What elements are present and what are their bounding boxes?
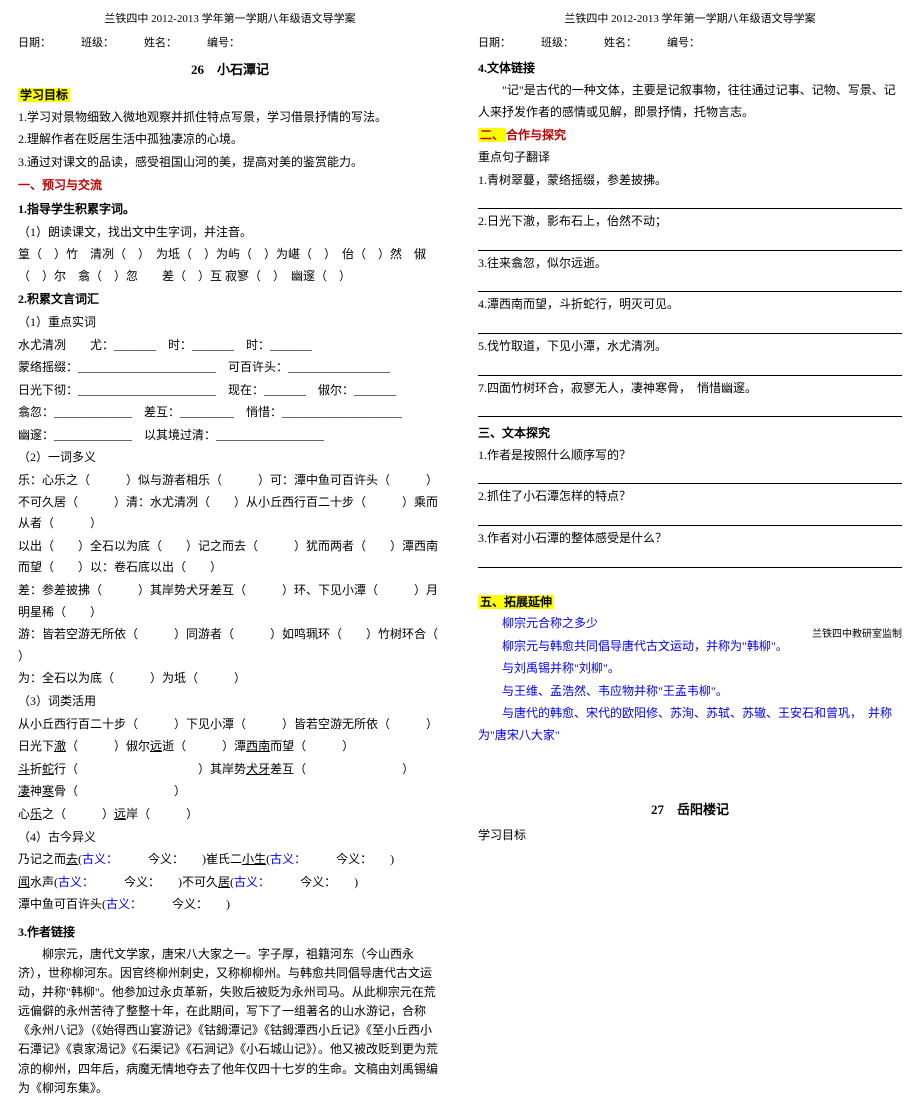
huoyong-1: 日光下澈（ ）俶尔远逝（ ）潭西南而望（ ）: [18, 736, 442, 758]
h1b: 篁（ ）竹 清冽（ ） 为坻（ ）为屿（ ）为嵁（ ） 佁（ ）然 俶（ ）尔 …: [18, 244, 442, 287]
vocab-0: 水尤清冽 尤：_______ 时：_______ 时：_______: [18, 335, 442, 357]
h2: 2.积累文言词汇: [18, 289, 442, 311]
meta-no: 编号：: [207, 34, 240, 54]
meta-class: 班级：: [81, 34, 114, 54]
doc-header-r: 兰铁四中 2012-2013 学年第一学期八年级语文导学案: [478, 10, 902, 30]
ext-2: 与王维、孟浩然、韦应物并称"王孟韦柳"。: [478, 681, 902, 703]
duoyi-1: 以出（ ）全石以为底（ ）记之而去（ ）犹而两者（ ）潭西南而望（ ）以：卷石底…: [18, 536, 442, 579]
huoyong-5: （4）古今异义: [18, 827, 442, 849]
huoyong-0: 从小丘西行百二十步（ ）下见小潭（ ）皆若空游无所依（ ）: [18, 714, 442, 736]
blank-line: [478, 193, 902, 209]
goal2: 学习目标: [478, 825, 902, 847]
trans-1: 1.青树翠蔓，蒙络摇缀，参差披拂。: [478, 170, 902, 192]
meta-class-r: 班级：: [541, 34, 574, 54]
goal-3: 3.通过对课文的品读，感受祖国山河的美，提高对美的鉴赏能力。: [18, 152, 442, 174]
ext-1: 与刘禹锡并称"刘柳"。: [478, 658, 902, 680]
trans-2: 2.日光下澈，影布石上，佁然不动；: [478, 211, 902, 233]
blank-line: [478, 360, 902, 376]
vocab-1: 蒙络摇缀：_______________________ 可百许头：______…: [18, 357, 442, 379]
vocab-2: 日光下彻：_______________________ 现在：_______ …: [18, 380, 442, 402]
trans-5: 5.伐竹取道，下见小潭，水尤清冽。: [478, 336, 902, 358]
meta-name-r: 姓名：: [604, 34, 637, 54]
h4: 4.文体链接: [478, 58, 902, 80]
blank-line: [478, 318, 902, 334]
blank-line: [478, 468, 902, 484]
explore-2: 2.抓住了小石潭怎样的特点？: [478, 486, 902, 508]
blank-line: [478, 401, 902, 417]
trans-7: 7.四面竹树环合，寂寥无人，凄神寒骨， 悄惜幽邃。: [478, 378, 902, 400]
blank-line: [478, 276, 902, 292]
lesson-title: 26 小石潭记: [18, 58, 442, 81]
h1: 1.指导学生积累字词。: [18, 199, 442, 221]
meta-no-r: 编号：: [667, 34, 700, 54]
vocab-4: 幽邃：_____________ 以其境过清：_________________…: [18, 425, 442, 447]
h2a: （1）重点实词: [18, 312, 442, 334]
ext-3: 与唐代的韩愈、宋代的欧阳修、苏洵、苏轼、苏辙、王安石和曾巩， 并称为"唐宋八大家…: [478, 703, 902, 746]
lesson-title-2: 27 岳阳楼记: [478, 798, 902, 821]
explore-1: 1.作者是按照什么顺序写的？: [478, 445, 902, 467]
duoyi-4: 为：全石以为底（ ）为坻（ ）: [18, 668, 442, 690]
doc-header: 兰铁四中 2012-2013 学年第一学期八年级语文导学案: [18, 10, 442, 30]
guiyi-1: 闻水声(古义： 今义： )不可久居(古义： 今义： ): [18, 872, 442, 894]
goal-2: 2.理解作者在贬居生活中孤独凄凉的心境。: [18, 129, 442, 151]
wenti-text: "记"是古代的一种文体，主要是记叙事物，往往通过记事、记物、写景、记人来抒发作者…: [478, 80, 902, 123]
blank-line: [478, 510, 902, 526]
vocab-3: 翕忽：_____________ 差互：_________ 悄惜：_______…: [18, 402, 442, 424]
goal-1: 1.学习对景物细致入微地观察并抓住特点写景，学习借景抒情的写法。: [18, 107, 442, 129]
huoyong-4: 心乐之（ ）远岸（ ）: [18, 804, 442, 826]
goal-heading: 学习目标: [18, 85, 442, 107]
duoyi-0: 乐：心乐之（ ）似与游者相乐（ ）可：潭中鱼可百许头（ ）不可久居（ ）清：水尤…: [18, 470, 442, 535]
footer: 兰铁四中教研室监制: [812, 626, 902, 644]
meta-row: 日期： 班级： 姓名： 编号：: [18, 34, 442, 54]
author-text: 柳宗元，唐代文学家，唐宋八大家之一。字子厚，祖籍河东（今山西永济），世称柳河东。…: [18, 945, 442, 1098]
vocab-5: （2）一词多义: [18, 447, 442, 469]
guiyi-0: 乃记之而去(古义： 今义： )崔氏二小生(古义： 今义： ): [18, 849, 442, 871]
trans-4: 4.潭西南而望，斗折蛇行，明灭可见。: [478, 294, 902, 316]
section-c: 三、文本探究: [478, 423, 902, 445]
blank-line: [478, 552, 902, 568]
page-right: 兰铁四中 2012-2013 学年第一学期八年级语文导学案 日期： 班级： 姓名…: [460, 0, 920, 650]
huoyong-2: 斗折蛇行（ ）其岸势犬牙差互（ ）: [18, 759, 442, 781]
duoyi-3: 游：皆若空游无所依（ ）同游者（ ）如鸣珮环（ ）竹树环合（ ）: [18, 624, 442, 667]
duoyi-2: 差：参差披拂（ ）其岸势犬牙差互（ ）环、下见小潭（ ）月明星稀（ ）: [18, 580, 442, 623]
huoyong-3: 凄神寒骨（ ）: [18, 781, 442, 803]
sec-b-sub: 重点句子翻译: [478, 147, 902, 169]
meta-name: 姓名：: [144, 34, 177, 54]
h3: 3.作者链接: [18, 922, 442, 944]
meta-row-r: 日期： 班级： 姓名： 编号：: [478, 34, 902, 54]
meta-date-r: 日期：: [478, 34, 511, 54]
section-a: 一、预习与交流: [18, 175, 442, 197]
section-b: 二、二、合作与探究合作与探究: [478, 125, 902, 147]
page-left: 兰铁四中 2012-2013 学年第一学期八年级语文导学案 日期： 班级： 姓名…: [0, 0, 460, 650]
explore-3: 3.作者对小石潭的整体感受是什么？: [478, 528, 902, 550]
duoyi-5: （3）词类活用: [18, 691, 442, 713]
blank-line: [478, 235, 902, 251]
meta-date: 日期：: [18, 34, 51, 54]
section-e: 五、拓展延伸: [478, 592, 902, 614]
h1a: （1）朗读课文，找出文中生字词，并注音。: [18, 222, 442, 244]
guiyi-2: 潭中鱼可百许头(古义： 今义： ): [18, 894, 442, 916]
trans-3: 3.往来翕忽，似尔远逝。: [478, 253, 902, 275]
